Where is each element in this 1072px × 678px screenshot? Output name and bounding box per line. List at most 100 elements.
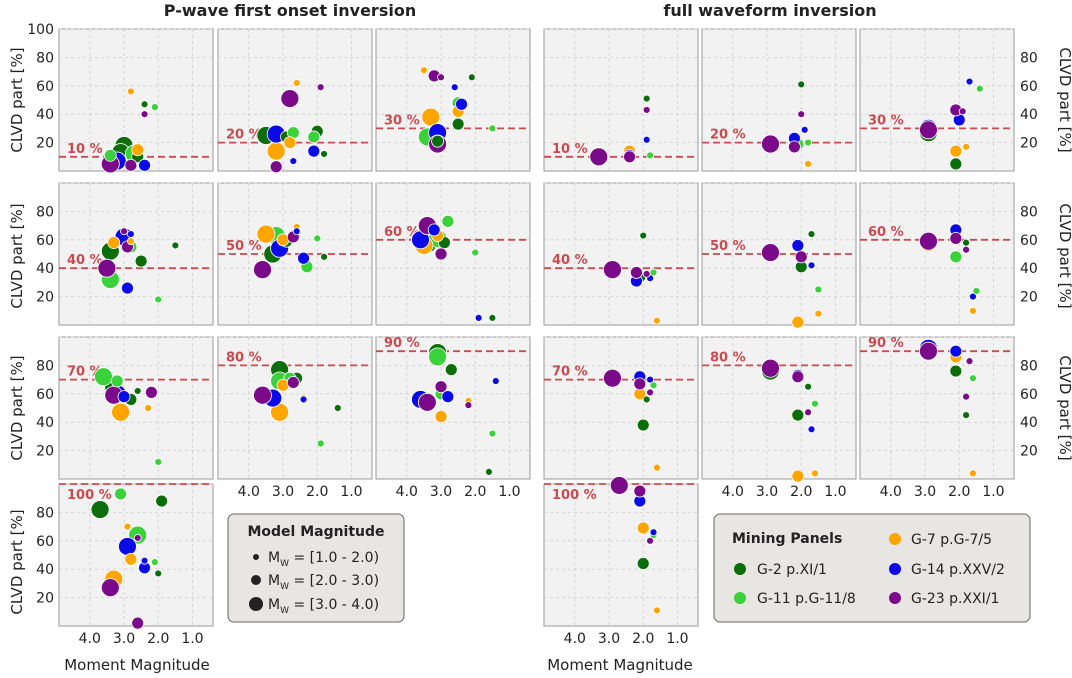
- panel-bg: [217, 336, 373, 480]
- point-g-23: [958, 107, 967, 116]
- point-g-7: [123, 522, 132, 531]
- legend-g7-label: G-7 p.G-7/5: [911, 532, 992, 548]
- legend-g14-label: G-14 p.XXV/2: [911, 562, 1005, 578]
- point-g-14: [807, 425, 816, 434]
- point-g-2: [488, 313, 497, 322]
- point-g-7: [434, 410, 448, 423]
- point-g-14: [126, 230, 135, 239]
- title-pwave: P-wave first onset inversion: [164, 1, 416, 20]
- point-g-14: [138, 158, 151, 172]
- legend-size-small-marker: [253, 554, 259, 560]
- point-g-11: [972, 287, 981, 295]
- legend-model-box: [227, 513, 405, 623]
- xtick-label: 4.0: [722, 484, 744, 500]
- point-g-11: [313, 234, 322, 243]
- point-g-14: [299, 395, 308, 404]
- point-g-2: [642, 395, 651, 404]
- point-g-14: [649, 528, 658, 537]
- point-g-7: [256, 224, 276, 244]
- point-g-2: [962, 238, 970, 247]
- xtick-label: 1.0: [982, 484, 1004, 500]
- ytick-label-right: 60: [1020, 387, 1038, 403]
- threshold-label: 90 %: [384, 336, 420, 351]
- point-g-14: [427, 223, 441, 237]
- point-g-2: [333, 404, 342, 412]
- xlabel-left: Moment Magnitude: [64, 656, 210, 674]
- point-g-2: [134, 254, 148, 268]
- point-g-14: [292, 227, 301, 236]
- point-g-23: [140, 110, 149, 119]
- ytick-label: 80: [36, 50, 54, 66]
- point-g-11: [471, 248, 480, 257]
- panel-bg: [543, 483, 699, 627]
- point-g-14: [791, 239, 805, 252]
- point-g-7: [969, 306, 977, 315]
- ytick-label: 100: [27, 22, 54, 38]
- xtick-label: 2.0: [790, 484, 812, 500]
- point-g-11: [150, 558, 159, 566]
- panel-bg: [58, 182, 214, 326]
- point-g-2: [804, 382, 812, 391]
- ytick-label-right: 80: [1020, 358, 1038, 374]
- point-g-7: [111, 402, 130, 422]
- point-g-2: [636, 557, 650, 570]
- point-g-11: [154, 295, 163, 304]
- point-g-23: [97, 258, 117, 278]
- point-g-2: [791, 408, 805, 422]
- xtick-label: 3.0: [914, 484, 936, 500]
- point-g-11: [428, 347, 448, 367]
- legend-g2-marker: [734, 563, 746, 575]
- legend-model-title: Model Magnitude: [247, 524, 384, 540]
- point-g-2: [642, 94, 651, 103]
- point-g-2: [467, 73, 476, 82]
- point-g-23: [286, 376, 300, 389]
- point-g-23: [761, 358, 780, 378]
- point-g-7: [144, 404, 152, 412]
- panel-p-100: 100 % 20 40 60 80 4.0 3.0 2.0 1.0: [36, 483, 214, 647]
- point-g-23: [642, 106, 651, 114]
- point-g-23: [630, 266, 643, 279]
- ylabel-left-row4: CLVD part [%]: [8, 509, 26, 614]
- point-g-14: [807, 261, 816, 270]
- point-g-23: [919, 120, 938, 140]
- point-g-14: [491, 377, 500, 385]
- threshold-label: 100 %: [552, 488, 597, 503]
- point-g-11: [307, 130, 321, 144]
- point-g-7: [791, 469, 805, 483]
- point-g-23: [761, 243, 780, 262]
- point-g-14: [646, 375, 654, 384]
- threshold-label: 80 %: [710, 350, 746, 365]
- ylabel-left-row3: CLVD part [%]: [8, 355, 26, 460]
- point-g-7: [636, 521, 650, 535]
- panel-bg: [543, 336, 699, 480]
- point-g-14: [117, 390, 131, 404]
- ytick-label: 20: [36, 591, 54, 607]
- panel-p-90: 90 % 4.0 3.0 2.0 1.0: [375, 336, 531, 500]
- xtick-label: 4.0: [238, 484, 260, 500]
- ytick-label-right: 20: [1020, 444, 1038, 460]
- point-g-23: [434, 247, 448, 261]
- point-g-14: [450, 83, 459, 92]
- point-g-11: [949, 250, 963, 264]
- point-g-2: [431, 134, 445, 148]
- point-g-11: [114, 487, 127, 501]
- panel-p-70: 70 % 20 40 60 80: [36, 336, 214, 480]
- point-g-2: [133, 387, 142, 395]
- point-g-7: [949, 144, 963, 158]
- legend-model-magnitude: Model Magnitude MW = [1.0 - 2.0) MW = [2…: [227, 513, 405, 623]
- threshold-label: 10 %: [67, 142, 103, 157]
- ytick-label: 80: [36, 505, 54, 521]
- point-g-11: [110, 374, 124, 388]
- point-g-7: [969, 469, 977, 478]
- ytick-label: 40: [36, 562, 54, 578]
- legend-g23-label: G-23 p.XXI/1: [911, 591, 999, 607]
- point-g-23: [417, 392, 437, 412]
- ylabel-right-row3: CLVD part [%]: [1056, 355, 1072, 460]
- ytick-label-right: 80: [1020, 204, 1038, 220]
- panel-bg: [859, 28, 1015, 172]
- ylabel-right-row1: CLVD part [%]: [1056, 47, 1072, 152]
- panel-f-10: 10 %: [543, 28, 699, 172]
- panel-f-80: 80 % 4.0 3.0 2.0 1.0: [701, 336, 857, 500]
- panel-p-30: 30 %: [375, 28, 531, 172]
- point-g-2: [320, 150, 328, 158]
